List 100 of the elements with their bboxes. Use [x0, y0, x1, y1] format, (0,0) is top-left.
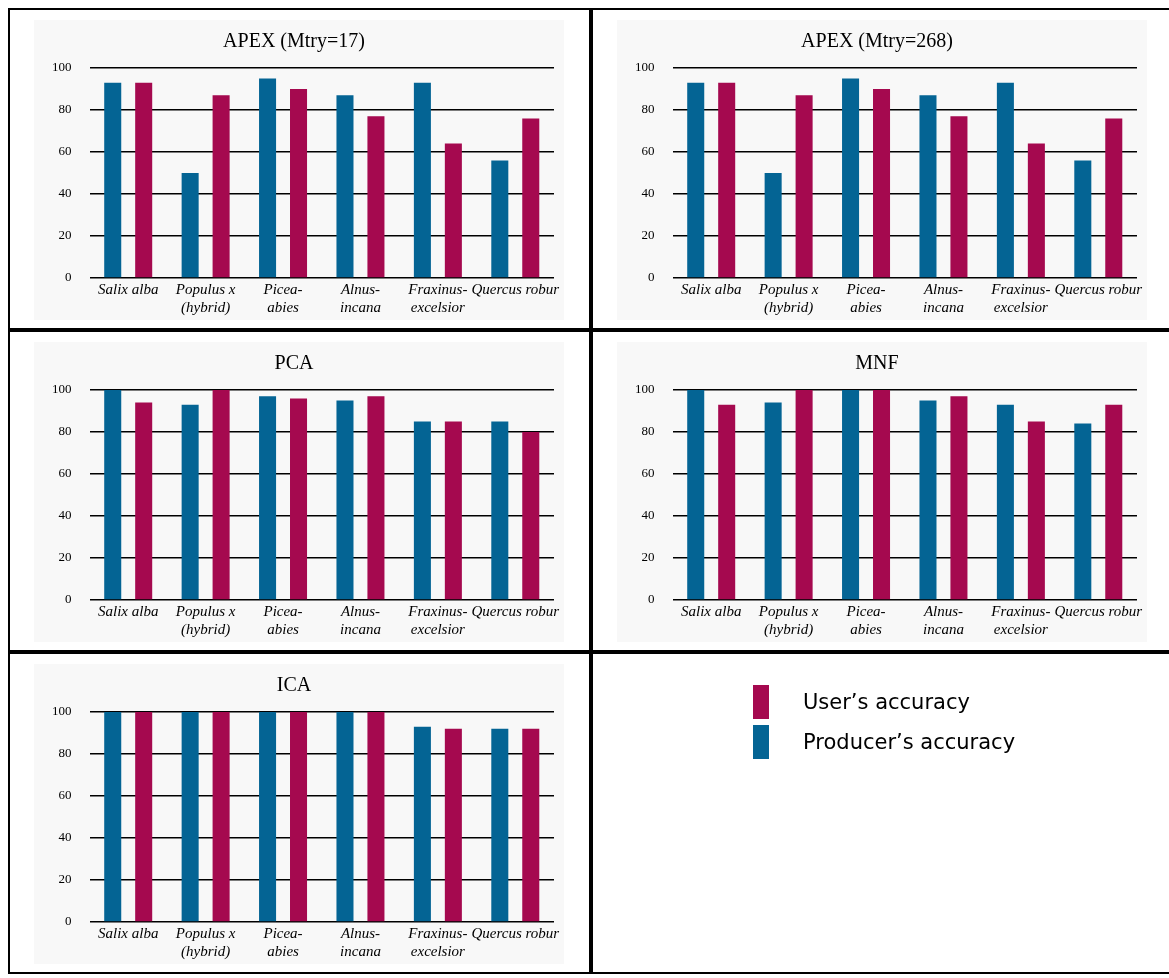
legend-label: User’s accuracy — [803, 690, 970, 714]
bar — [873, 390, 891, 600]
x-tick-label: Picea-abies — [262, 602, 303, 637]
x-tick-label: Salix alba — [681, 602, 742, 619]
bar — [413, 82, 431, 278]
y-tick-label: 20 — [58, 227, 72, 243]
bar — [444, 143, 462, 278]
bar — [367, 116, 385, 278]
y-tick-label: 60 — [58, 787, 72, 803]
bar — [996, 404, 1014, 600]
y-tick-label: 40 — [58, 507, 72, 523]
x-tick-label: Populus x (hybrid) — [174, 602, 236, 638]
bar — [718, 404, 736, 600]
legend-label: Producer’s accuracy — [803, 730, 1016, 754]
bar — [104, 82, 122, 278]
y-tick-label: 80 — [641, 423, 655, 439]
bar — [336, 95, 354, 278]
y-tick-label: 100 — [52, 59, 72, 75]
bar — [873, 89, 891, 278]
bar — [491, 421, 509, 600]
y-tick-label: 80 — [58, 101, 72, 117]
x-tick-label: Alnus-incana — [922, 602, 964, 637]
y-tick-label: 0 — [65, 913, 72, 929]
bar — [367, 396, 385, 600]
y-tick-label: 100 — [52, 703, 72, 719]
x-tick-label: Populus x (hybrid) — [757, 280, 819, 316]
x-tick-label: Picea-abies — [845, 280, 886, 315]
chart-title: MNF — [855, 351, 899, 374]
x-tick-label: Alnus-incana — [922, 280, 964, 315]
x-tick-label: Alnus-incana — [339, 924, 381, 959]
y-tick-label: 0 — [65, 591, 72, 607]
y-tick-label: 60 — [58, 143, 72, 159]
y-tick-label: 20 — [58, 549, 72, 565]
x-tick-label: Quercus robur — [1054, 602, 1143, 619]
y-tick-label: 0 — [648, 591, 655, 607]
y-tick-label: 0 — [648, 269, 655, 285]
bar — [491, 160, 509, 278]
y-tick-label: 40 — [641, 185, 655, 201]
x-tick-label: Quercus robur — [471, 924, 560, 941]
x-tick-label: Fraxinus-excelsior — [407, 280, 468, 315]
bar — [181, 404, 199, 600]
y-tick-label: 80 — [58, 423, 72, 439]
x-tick-label: Picea-abies — [845, 602, 886, 637]
bar — [1074, 160, 1092, 278]
y-tick-label: 80 — [641, 101, 655, 117]
bar — [212, 95, 230, 278]
bar — [718, 82, 736, 278]
x-tick-label: Populus x (hybrid) — [757, 602, 819, 638]
bar — [1074, 423, 1092, 600]
x-tick-label: Quercus robur — [471, 602, 560, 619]
chart-title: PCA — [274, 351, 315, 374]
y-tick-label: 100 — [635, 381, 655, 397]
bar — [290, 398, 308, 600]
chart-title: APEX (Mtry=17) — [223, 29, 365, 53]
bar — [259, 78, 277, 278]
bar — [135, 82, 153, 278]
bar — [687, 82, 705, 278]
bar — [764, 173, 782, 278]
x-tick-label: Alnus-incana — [339, 602, 381, 637]
bar — [413, 421, 431, 600]
y-tick-label: 40 — [58, 829, 72, 845]
x-tick-label: Salix alba — [681, 280, 742, 297]
y-tick-label: 20 — [58, 871, 72, 887]
y-tick-label: 40 — [58, 185, 72, 201]
bar — [919, 400, 937, 600]
bar — [181, 173, 199, 278]
bar — [950, 396, 968, 600]
y-tick-label: 60 — [641, 143, 655, 159]
y-tick-label: 60 — [58, 465, 72, 481]
x-tick-label: Picea-abies — [262, 924, 303, 959]
bar — [795, 390, 813, 600]
bar — [795, 95, 813, 278]
bar — [996, 82, 1014, 278]
bar — [444, 421, 462, 600]
y-tick-label: 0 — [65, 269, 72, 285]
chart-title: ICA — [276, 673, 312, 696]
x-tick-label: Quercus robur — [1054, 280, 1143, 297]
bar — [919, 95, 937, 278]
bar — [764, 402, 782, 600]
y-tick-label: 100 — [52, 381, 72, 397]
bar — [1027, 143, 1045, 278]
bar — [104, 390, 122, 600]
bar — [842, 78, 860, 278]
bar — [1105, 404, 1123, 600]
bar — [522, 118, 540, 278]
bar — [842, 390, 860, 600]
x-tick-label: Fraxinus-excelsior — [407, 924, 468, 959]
x-tick-label: Quercus robur — [471, 280, 560, 297]
y-tick-label: 20 — [641, 227, 655, 243]
x-tick-label: Salix alba — [98, 924, 159, 941]
bar — [687, 390, 705, 600]
bar — [1027, 421, 1045, 600]
bar — [259, 396, 277, 600]
x-tick-label: Populus x (hybrid) — [174, 924, 236, 960]
chart-title: APEX (Mtry=268) — [801, 29, 953, 53]
bar — [212, 390, 230, 600]
y-tick-label: 80 — [58, 745, 72, 761]
y-tick-label: 20 — [641, 549, 655, 565]
x-tick-label: Fraxinus-excelsior — [990, 602, 1051, 637]
x-tick-label: Fraxinus-excelsior — [407, 602, 468, 637]
